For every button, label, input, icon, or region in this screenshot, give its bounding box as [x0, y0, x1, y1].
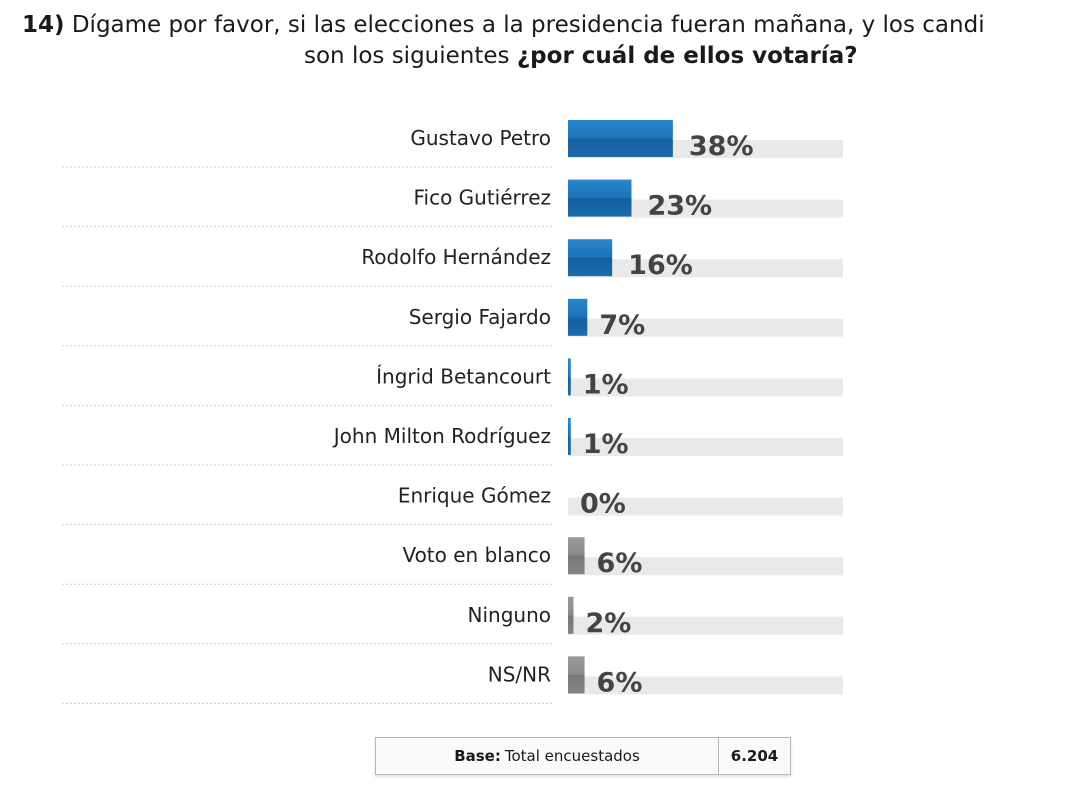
- bar: [568, 239, 613, 277]
- category-label: Fico Gutiérrez: [413, 186, 551, 210]
- category-label: Sergio Fajardo: [409, 305, 551, 329]
- bar: [568, 179, 632, 217]
- value-label: 7%: [599, 310, 645, 341]
- value-label: 38%: [689, 131, 754, 162]
- bar: [568, 596, 574, 634]
- category-label: Gustavo Petro: [410, 126, 551, 150]
- bar-track: [568, 616, 843, 635]
- value-label: 16%: [628, 250, 693, 281]
- bar: [568, 358, 571, 396]
- value-label: 0%: [580, 489, 626, 520]
- bar-track: [568, 676, 843, 695]
- value-label: 1%: [583, 429, 629, 460]
- category-label: John Milton Rodríguez: [332, 424, 551, 448]
- bar-track: [568, 438, 843, 456]
- value-label: 2%: [586, 608, 632, 639]
- base-label-cell: Base: Total encuestados: [376, 738, 719, 774]
- value-label: 23%: [647, 191, 712, 222]
- question-text-line2: son los siguientes: [304, 43, 510, 69]
- bar-track: [568, 199, 843, 218]
- question-text-bold: ¿por cuál de ellos votaría?: [516, 43, 858, 69]
- bar-chart: Gustavo Petro 38% Fico Gutiérrez 23% Rodolfo…: [62, 120, 843, 704]
- bar-track: [568, 378, 843, 397]
- value-label: 6%: [597, 548, 643, 579]
- bar-track: [568, 318, 843, 337]
- question-title: 14) Dígame por favor, si las elecciones …: [22, 10, 1080, 72]
- bar: [568, 537, 585, 575]
- question-text-line1: Dígame por favor, si las elecciones a la…: [71, 12, 985, 38]
- category-label: Rodolfo Hernández: [361, 245, 551, 269]
- base-value: 6.204: [730, 747, 779, 765]
- value-label: 6%: [597, 667, 643, 698]
- category-label: Íngrid Betancourt: [376, 364, 551, 388]
- bar: [568, 298, 588, 336]
- question-line2: son los siguientes ¿por cuál de ellos vo…: [22, 41, 1080, 72]
- base-text: Total encuestados: [504, 747, 640, 765]
- category-label: Enrique Gómez: [398, 484, 551, 508]
- bar-track: [568, 259, 843, 278]
- category-label: Voto en blanco: [402, 543, 551, 567]
- base-label: Base:: [454, 747, 501, 765]
- bar: [568, 418, 571, 455]
- bar-track: [568, 497, 843, 516]
- question-number: 14): [22, 12, 65, 38]
- value-label: 1%: [583, 369, 629, 400]
- bar-track: [568, 557, 843, 576]
- bar: [568, 120, 673, 157]
- category-label: Ninguno: [468, 603, 551, 627]
- category-label: NS/NR: [488, 662, 551, 686]
- bar: [568, 656, 585, 694]
- base-table: Base: Total encuestados 6.204: [375, 737, 791, 775]
